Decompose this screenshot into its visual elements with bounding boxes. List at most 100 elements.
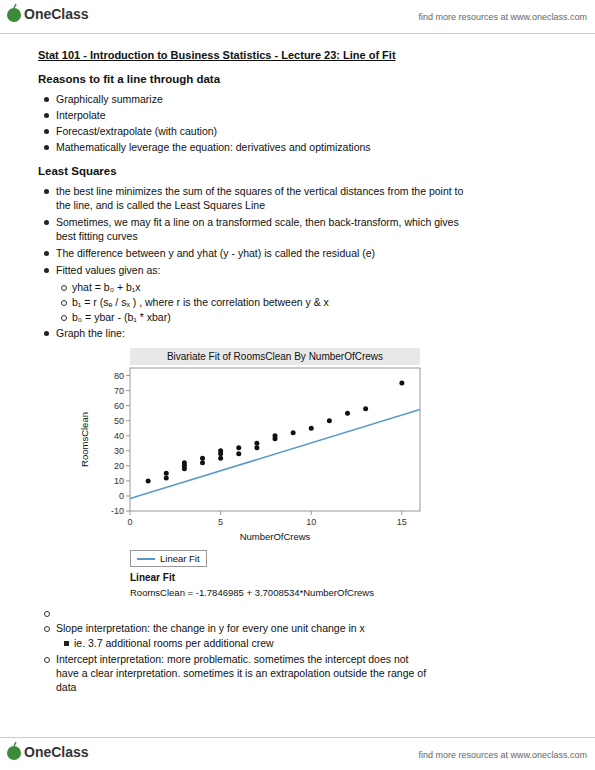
title-bar xyxy=(130,348,420,365)
scatter-point xyxy=(146,478,151,483)
bullet-text: the best line minimizes the sum of the s… xyxy=(56,184,463,212)
bullet-text: Fitted values given as: xyxy=(56,263,160,277)
bullet-text: Forecast/extrapolate (with caution) xyxy=(56,124,217,138)
bullet-text: The difference between y and yhat (y - y… xyxy=(56,246,375,260)
scatter-point xyxy=(273,433,278,438)
y-tick-label: 60 xyxy=(114,401,124,411)
scatter-point xyxy=(218,456,223,461)
scatter-point xyxy=(164,475,169,480)
y-tick-label: -10 xyxy=(111,506,124,516)
legend: Linear Fit xyxy=(130,550,207,567)
x-tick xyxy=(220,511,221,515)
x-tick-label: 0 xyxy=(127,517,132,527)
section-header: Least Squares xyxy=(38,164,117,178)
plot-marks xyxy=(130,381,420,499)
sub-bullet xyxy=(61,285,67,291)
scatter-point xyxy=(291,430,296,435)
y-tick-label: 40 xyxy=(114,431,124,441)
bullet-text: b₀ = ybar - (b₁ * xbar) xyxy=(72,310,171,324)
bullet-text: Slope interpretation: the change in y fo… xyxy=(56,621,365,635)
scatter-point xyxy=(218,448,223,453)
scatter-point xyxy=(200,460,205,465)
x-tick xyxy=(401,511,402,515)
logo-stem xyxy=(14,4,16,8)
chart-title: Bivariate Fit of RoomsClean By NumberOfC… xyxy=(167,351,383,362)
scatter-point xyxy=(164,471,169,476)
bullet xyxy=(44,97,49,102)
y-tick xyxy=(126,390,130,391)
bullet-text: yhat = b₀ + b₁x xyxy=(72,280,141,294)
scatter-point xyxy=(363,406,368,411)
scatter-point xyxy=(309,426,314,431)
separator xyxy=(0,33,595,34)
x-tick-label: 5 xyxy=(218,517,223,527)
bullet xyxy=(44,145,49,150)
y-tick-label: 50 xyxy=(114,416,124,426)
y-axis-label: RoomsClean xyxy=(79,412,90,467)
title: Stat 101 - Introduction to Business Stat… xyxy=(38,48,396,62)
bullet xyxy=(44,268,49,273)
y-tick-label: 80 xyxy=(114,371,124,381)
y-tick-label: 10 xyxy=(114,476,124,486)
logo-leaf xyxy=(7,746,21,760)
legend-label: Linear Fit xyxy=(160,553,200,564)
x-tick-label: 15 xyxy=(397,517,407,527)
scatter-point xyxy=(399,381,404,386)
bullet xyxy=(44,220,49,225)
logo-leaf xyxy=(7,8,21,22)
scatter-point xyxy=(236,451,241,456)
bullet-text: ie. 3.7 additional rooms per additional … xyxy=(74,636,274,650)
x-tick xyxy=(130,511,131,515)
bullet-text: b₁ = r (sₑ / sₓ ) , where r is the corre… xyxy=(72,295,329,309)
y-tick xyxy=(126,420,130,421)
y-tick-label: 20 xyxy=(114,461,124,471)
bullet xyxy=(44,251,49,256)
scatter-point xyxy=(200,456,205,461)
brand: OneClass xyxy=(24,7,89,21)
sub-bullet xyxy=(44,611,50,617)
bullet-text: Sometimes, we may fit a line on a transf… xyxy=(56,215,459,243)
y-tick xyxy=(126,450,130,451)
bullet xyxy=(44,129,49,134)
bullet xyxy=(44,331,49,336)
sub-bullet xyxy=(44,626,50,632)
bullet-text: Interpolate xyxy=(56,108,106,122)
bullet xyxy=(44,113,49,118)
x-tick-label: 10 xyxy=(306,517,316,527)
annotation: RoomsClean = -1.7846985 + 3.7008534*Numb… xyxy=(130,586,374,600)
y-tick xyxy=(126,375,130,376)
legend-swatch xyxy=(137,558,155,560)
fit-line xyxy=(130,410,420,499)
y-tick xyxy=(126,480,130,481)
sub-bullet xyxy=(64,641,69,646)
separator xyxy=(0,737,595,738)
logo-stem xyxy=(14,742,16,746)
site-link: find more resources at www.oneclass.com xyxy=(418,10,587,24)
bullet xyxy=(44,189,49,194)
sub-bullet xyxy=(61,300,67,306)
x-tick xyxy=(311,511,312,515)
y-tick xyxy=(126,435,130,436)
bullet-text: Graph the line: xyxy=(56,326,125,340)
section-header: Reasons to fit a line through data xyxy=(38,72,220,86)
scatter-point xyxy=(327,418,332,423)
y-tick-label: 70 xyxy=(114,386,124,396)
scatter-point xyxy=(182,460,187,465)
y-tick-label: 0 xyxy=(119,491,124,501)
x-axis-label: NumberOfCrews xyxy=(240,531,311,542)
y-tick xyxy=(126,511,130,512)
scatter-point xyxy=(345,411,350,416)
site-link: find more resources at www.oneclass.com xyxy=(418,748,587,762)
y-tick xyxy=(126,465,130,466)
y-tick-label: 30 xyxy=(114,446,124,456)
bullet-text: Intercept interpretation: more problemat… xyxy=(56,652,426,694)
chart: Bivariate Fit of RoomsClean By NumberOfC… xyxy=(70,346,450,546)
scatter-point xyxy=(254,441,259,446)
brand: OneClass xyxy=(24,745,89,759)
plot-frame xyxy=(130,368,420,511)
annotation: Linear Fit xyxy=(130,571,175,585)
sub-bullet xyxy=(61,315,67,321)
scatter-point xyxy=(236,445,241,450)
y-tick xyxy=(126,495,130,496)
y-tick xyxy=(126,405,130,406)
